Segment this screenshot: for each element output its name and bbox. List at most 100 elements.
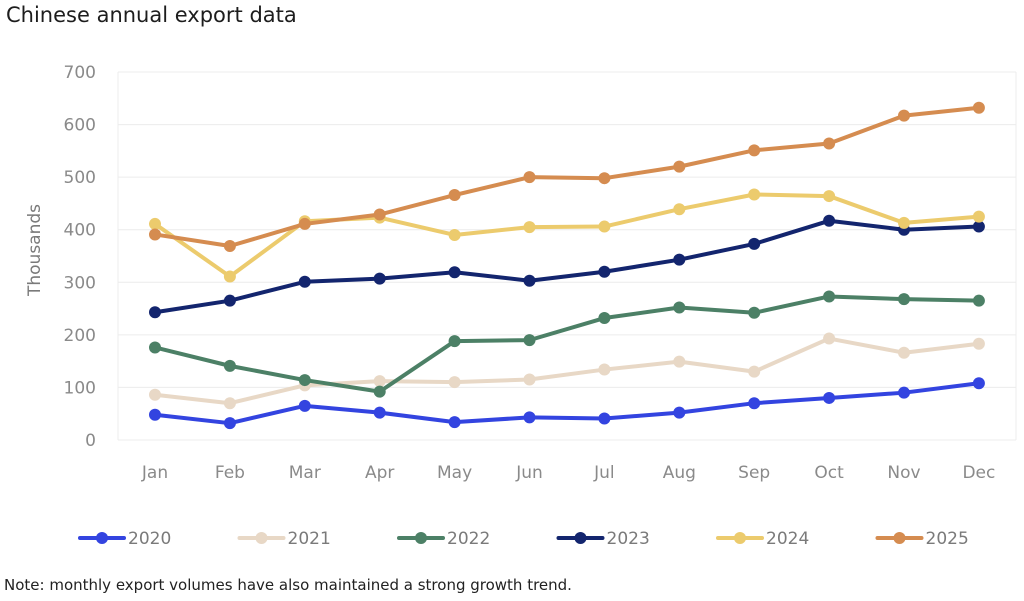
y-tick-label: 400 bbox=[64, 221, 96, 241]
data-point bbox=[972, 377, 985, 390]
series-2025 bbox=[149, 101, 985, 253]
data-point bbox=[823, 290, 836, 303]
y-axis-label: Thousands bbox=[25, 204, 45, 297]
data-point bbox=[448, 266, 461, 279]
data-point bbox=[823, 391, 836, 404]
data-point bbox=[448, 416, 461, 429]
legend-item: 2024 bbox=[716, 529, 809, 549]
footnote: Note: monthly export volumes have also m… bbox=[4, 576, 572, 594]
data-point bbox=[673, 406, 686, 419]
data-point bbox=[523, 274, 536, 287]
x-tick-label: Nov bbox=[887, 463, 920, 483]
data-point bbox=[298, 217, 311, 230]
x-tick-label: Sep bbox=[738, 463, 770, 483]
data-point bbox=[373, 385, 386, 398]
series-line bbox=[153, 105, 981, 249]
legend-label: 2021 bbox=[288, 529, 331, 549]
series-line bbox=[153, 294, 981, 394]
series-2022 bbox=[149, 290, 985, 398]
series-2023 bbox=[149, 214, 985, 319]
data-point bbox=[898, 216, 910, 229]
data-point bbox=[223, 417, 236, 430]
data-point bbox=[149, 388, 161, 401]
data-point bbox=[373, 272, 386, 285]
legend-marker bbox=[734, 532, 746, 544]
data-point bbox=[598, 172, 611, 185]
data-point bbox=[523, 171, 536, 184]
data-point bbox=[898, 293, 910, 306]
legend-marker bbox=[574, 532, 587, 544]
x-tick-label: Mar bbox=[289, 463, 321, 483]
data-point bbox=[373, 406, 386, 419]
y-tick-label: 500 bbox=[64, 168, 96, 188]
data-point bbox=[823, 137, 836, 150]
data-point bbox=[898, 386, 910, 399]
chart-legend: 2020 2021 2022 2023 2024 2025 bbox=[78, 529, 969, 549]
data-point bbox=[448, 335, 461, 348]
data-point bbox=[598, 363, 611, 376]
data-point bbox=[673, 160, 686, 173]
legend-item: 2021 bbox=[237, 529, 331, 549]
y-tick-label: 700 bbox=[64, 63, 96, 83]
legend-marker bbox=[96, 532, 108, 544]
data-point bbox=[298, 275, 311, 288]
series-lines bbox=[149, 101, 985, 430]
data-point bbox=[748, 306, 761, 319]
x-tick-label: Dec bbox=[962, 463, 995, 483]
data-point bbox=[598, 220, 611, 233]
data-point bbox=[149, 341, 161, 354]
legend-item: 2022 bbox=[397, 529, 490, 549]
x-tick-label: Apr bbox=[365, 463, 394, 483]
x-tick-label: Jun bbox=[515, 463, 543, 483]
data-point bbox=[673, 253, 686, 266]
legend-label: 2025 bbox=[926, 529, 969, 549]
legend-item: 2023 bbox=[556, 529, 650, 549]
x-tick-label: May bbox=[437, 463, 472, 483]
y-tick-label: 0 bbox=[85, 431, 96, 451]
data-point bbox=[448, 228, 461, 241]
data-point bbox=[523, 411, 536, 424]
data-point bbox=[748, 397, 761, 410]
legend-label: 2023 bbox=[607, 529, 650, 549]
data-point bbox=[748, 237, 761, 250]
data-point bbox=[748, 365, 761, 378]
chart-grid bbox=[117, 71, 1017, 441]
x-tick-label: Feb bbox=[215, 463, 245, 483]
series-2020 bbox=[149, 377, 985, 430]
data-point bbox=[523, 373, 536, 386]
y-tick-label: 100 bbox=[64, 378, 96, 398]
data-point bbox=[972, 101, 985, 114]
data-point bbox=[448, 376, 461, 389]
y-tick-label: 300 bbox=[64, 273, 96, 293]
data-point bbox=[373, 208, 386, 221]
legend-label: 2020 bbox=[128, 529, 171, 549]
data-point bbox=[972, 210, 985, 223]
data-point bbox=[523, 334, 536, 347]
chart-title: Chinese annual export data bbox=[6, 3, 297, 27]
legend-marker bbox=[415, 532, 427, 544]
data-point bbox=[149, 217, 161, 230]
data-point bbox=[673, 301, 686, 314]
x-tick-label: Oct bbox=[814, 463, 844, 483]
data-point bbox=[898, 109, 910, 122]
legend-label: 2024 bbox=[766, 529, 809, 549]
data-point bbox=[972, 294, 985, 307]
data-point bbox=[298, 374, 311, 387]
y-tick-label: 200 bbox=[64, 326, 96, 346]
y-tick-label: 600 bbox=[64, 116, 96, 136]
data-point bbox=[223, 240, 236, 253]
data-point bbox=[149, 228, 161, 241]
data-point bbox=[748, 188, 761, 201]
data-point bbox=[448, 189, 461, 202]
data-point bbox=[598, 312, 611, 325]
data-point bbox=[972, 337, 985, 350]
y-axis-ticks: 0 100 200 300 400 500 600 700 bbox=[64, 63, 96, 451]
x-tick-label: Jan bbox=[141, 463, 168, 483]
data-point bbox=[223, 359, 236, 372]
x-tick-label: Aug bbox=[663, 463, 696, 483]
data-point bbox=[898, 346, 910, 359]
x-tick-label: Jul bbox=[593, 463, 615, 483]
legend-label: 2022 bbox=[447, 529, 490, 549]
data-point bbox=[523, 221, 536, 234]
